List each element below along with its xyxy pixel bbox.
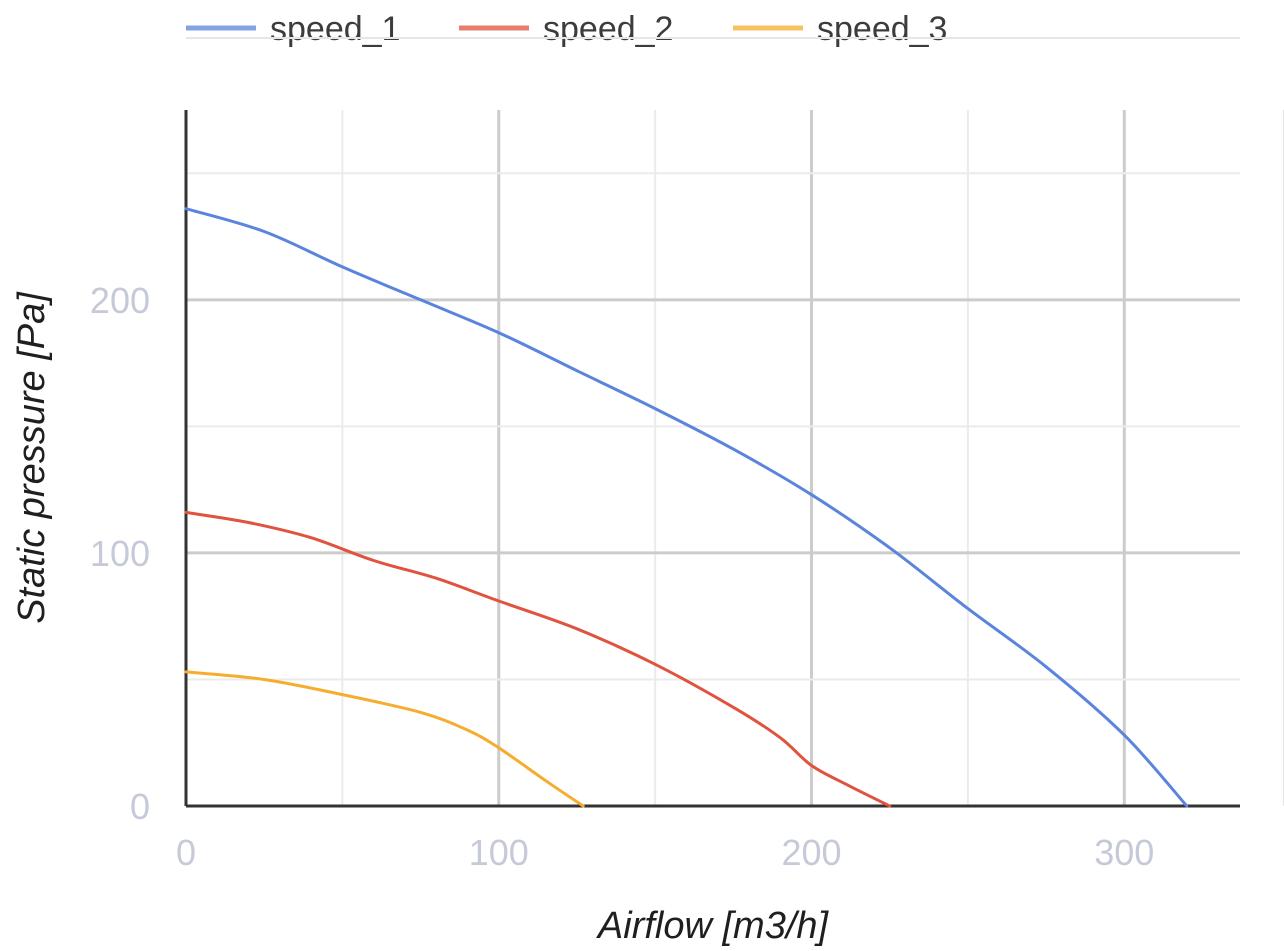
x-tick-label: 300 [1094, 832, 1154, 873]
legend-label: speed_1 [270, 10, 400, 48]
legend: speed_1 speed_2 speed_3 [186, 10, 947, 48]
y-tick-label: 0 [130, 786, 150, 827]
x-axis-title: Airflow [m3/h] [596, 905, 830, 946]
y-tick-label: 200 [90, 280, 150, 321]
x-tick-label: 100 [469, 832, 529, 873]
axes [184, 110, 1240, 808]
legend-label: speed_3 [817, 10, 947, 48]
tick-labels: 0 100 200 300 0 100 200 [90, 280, 1154, 873]
grid [186, 110, 1240, 806]
x-tick-label: 200 [781, 832, 841, 873]
legend-label: speed_2 [543, 10, 673, 48]
series-line-speed-1 [184, 207, 1189, 808]
legend-item-speed-2: speed_2 [459, 10, 673, 48]
y-axis-title: Static pressure [Pa] [11, 291, 53, 624]
x-tick-label: 0 [176, 832, 196, 873]
series-line-speed-3 [184, 670, 585, 808]
legend-item-speed-1: speed_1 [186, 10, 400, 48]
y-tick-label: 100 [90, 533, 150, 574]
legend-item-speed-3: speed_3 [733, 10, 947, 48]
series-lines [184, 207, 1189, 808]
series-line-speed-2 [184, 510, 892, 808]
